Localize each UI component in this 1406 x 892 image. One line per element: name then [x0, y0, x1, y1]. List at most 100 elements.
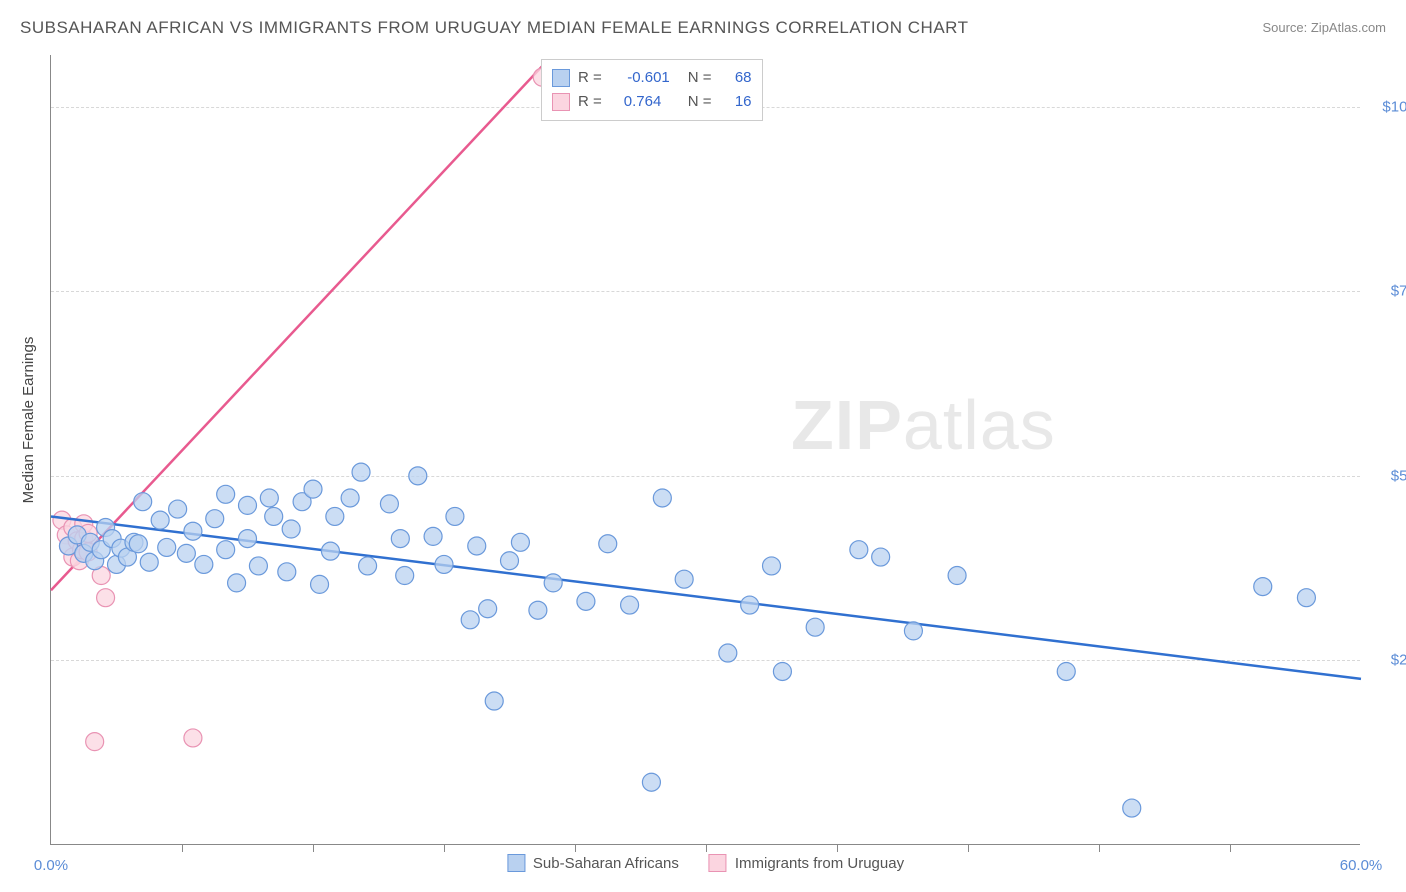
data-point	[501, 552, 519, 570]
data-point	[773, 662, 791, 680]
x-tick	[706, 844, 707, 852]
data-point	[485, 692, 503, 710]
r-value-1: -0.601	[610, 66, 670, 90]
data-point	[806, 618, 824, 636]
data-point	[184, 729, 202, 747]
data-point	[1254, 578, 1272, 596]
swatch-pink-icon	[552, 93, 570, 111]
data-point	[741, 596, 759, 614]
data-point	[1297, 589, 1315, 607]
data-point	[948, 567, 966, 585]
data-point	[239, 496, 257, 514]
data-point	[151, 511, 169, 529]
data-point	[282, 520, 300, 538]
n-label: N =	[688, 90, 712, 114]
data-point	[391, 530, 409, 548]
swatch-pink-icon	[709, 854, 727, 872]
y-tick-label: $25,000	[1370, 652, 1406, 669]
y-tick-label: $50,000	[1370, 467, 1406, 484]
y-axis-label: Median Female Earnings	[20, 337, 37, 504]
r-label: R =	[578, 90, 602, 114]
data-point	[341, 489, 359, 507]
n-label: N =	[688, 66, 712, 90]
data-point	[599, 535, 617, 553]
data-point	[129, 535, 147, 553]
x-tick	[1230, 844, 1231, 852]
data-point	[158, 538, 176, 556]
data-point	[763, 557, 781, 575]
y-tick-label: $75,000	[1370, 283, 1406, 300]
data-point	[511, 533, 529, 551]
regression-line	[51, 66, 542, 590]
r-label: R =	[578, 66, 602, 90]
series-name-2: Immigrants from Uruguay	[735, 855, 904, 872]
data-point	[260, 489, 278, 507]
data-point	[544, 574, 562, 592]
data-point	[311, 575, 329, 593]
data-point	[195, 555, 213, 573]
data-point	[184, 522, 202, 540]
data-point	[140, 553, 158, 571]
data-point	[249, 557, 267, 575]
data-point	[653, 489, 671, 507]
data-point	[577, 592, 595, 610]
x-tick	[444, 844, 445, 852]
chart-title: SUBSAHARAN AFRICAN VS IMMIGRANTS FROM UR…	[20, 18, 969, 38]
data-point	[1057, 662, 1075, 680]
data-point	[239, 530, 257, 548]
data-point	[217, 485, 235, 503]
x-tick	[968, 844, 969, 852]
x-tick	[575, 844, 576, 852]
data-point	[228, 574, 246, 592]
data-point	[321, 542, 339, 560]
data-point	[642, 773, 660, 791]
r-value-2: 0.764	[610, 90, 670, 114]
data-point	[134, 493, 152, 511]
data-point	[304, 480, 322, 498]
data-point	[97, 589, 115, 607]
data-point	[621, 596, 639, 614]
data-point	[1123, 799, 1141, 817]
data-point	[169, 500, 187, 518]
n-value-1: 68	[720, 66, 752, 90]
legend-item-2: Immigrants from Uruguay	[709, 854, 904, 872]
data-point	[529, 601, 547, 619]
series-name-1: Sub-Saharan Africans	[533, 855, 679, 872]
data-point	[409, 467, 427, 485]
legend-item-1: Sub-Saharan Africans	[507, 854, 679, 872]
data-point	[359, 557, 377, 575]
data-point	[904, 622, 922, 640]
y-tick-label: $100,000	[1370, 98, 1406, 115]
chart-svg	[51, 55, 1360, 844]
data-point	[217, 541, 235, 559]
data-point	[424, 527, 442, 545]
swatch-blue-icon	[507, 854, 525, 872]
x-min-label: 0.0%	[34, 857, 68, 874]
data-point	[86, 733, 104, 751]
data-point	[396, 567, 414, 585]
data-point	[265, 507, 283, 525]
swatch-blue-icon	[552, 69, 570, 87]
plot-area: ZIPatlas R = -0.601 N = 68 R = 0.764 N =…	[50, 55, 1360, 845]
x-tick	[837, 844, 838, 852]
data-point	[177, 544, 195, 562]
source-label: Source: ZipAtlas.com	[1262, 20, 1386, 35]
data-point	[675, 570, 693, 588]
n-value-2: 16	[720, 90, 752, 114]
data-point	[850, 541, 868, 559]
data-point	[278, 563, 296, 581]
data-point	[380, 495, 398, 513]
bottom-legend: Sub-Saharan Africans Immigrants from Uru…	[507, 854, 904, 872]
data-point	[446, 507, 464, 525]
data-point	[872, 548, 890, 566]
data-point	[719, 644, 737, 662]
data-point	[326, 507, 344, 525]
data-point	[461, 611, 479, 629]
data-point	[435, 555, 453, 573]
x-tick	[313, 844, 314, 852]
x-tick	[182, 844, 183, 852]
x-tick	[1099, 844, 1100, 852]
correlation-legend: R = -0.601 N = 68 R = 0.764 N = 16	[541, 59, 763, 121]
data-point	[352, 463, 370, 481]
data-point	[479, 600, 497, 618]
